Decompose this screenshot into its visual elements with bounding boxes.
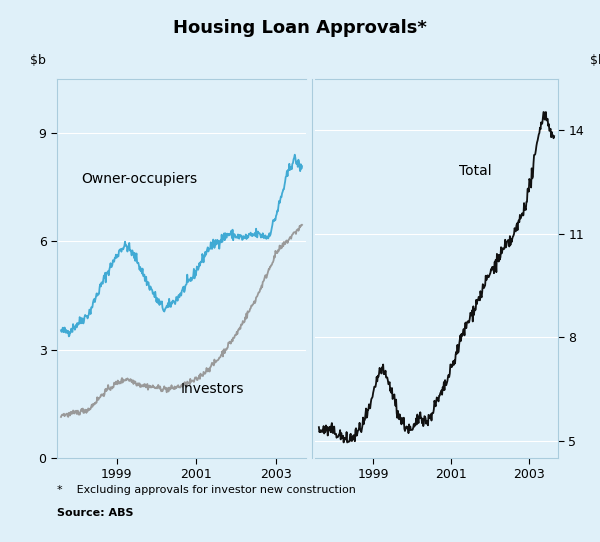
Text: Housing Loan Approvals*: Housing Loan Approvals* <box>173 19 427 37</box>
Text: Total: Total <box>459 164 491 178</box>
Text: *    Excluding approvals for investor new construction: * Excluding approvals for investor new c… <box>57 485 356 495</box>
Text: Investors: Investors <box>181 382 244 396</box>
Text: Owner-occupiers: Owner-occupiers <box>81 172 197 186</box>
Text: Source: ABS: Source: ABS <box>57 508 133 518</box>
Text: $b: $b <box>29 54 46 67</box>
Text: $b: $b <box>590 54 600 67</box>
